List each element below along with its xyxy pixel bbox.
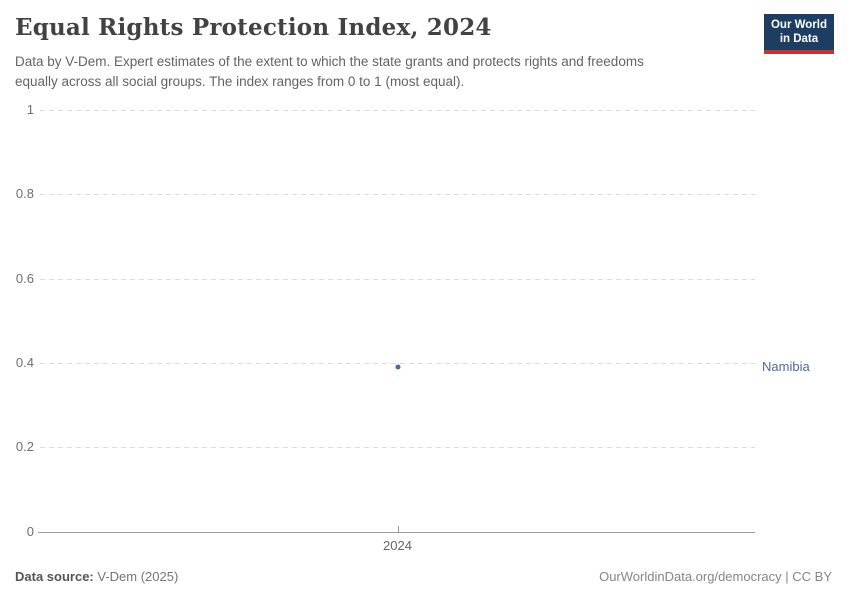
gridline xyxy=(40,362,755,364)
x-axis-baseline xyxy=(38,531,755,533)
license-label: CC BY xyxy=(792,569,832,584)
credit-note: OurWorldinData.org/democracy | CC BY xyxy=(599,569,832,584)
entity-label-namibia[interactable]: Namibia xyxy=(762,359,810,375)
y-axis-tick-label: 0 xyxy=(26,523,34,539)
owid-url-link[interactable]: OurWorldinData.org/democracy xyxy=(599,569,782,584)
chart-subtitle: Data by V-Dem. Expert estimates of the e… xyxy=(15,52,644,91)
gridline xyxy=(40,110,755,111)
data-source-label: Data source: xyxy=(15,569,94,584)
y-axis-tick-label: 0.4 xyxy=(15,354,34,370)
chart-subtitle-line1: Data by V-Dem. Expert estimates of the e… xyxy=(15,54,644,69)
gridline xyxy=(40,447,755,449)
owid-logo-line2: in Data xyxy=(779,32,819,45)
x-axis-tick xyxy=(397,525,399,532)
y-axis-tick-label: 0.6 xyxy=(15,270,34,286)
chart-subtitle-line2: equally across all social groups. The in… xyxy=(15,73,465,89)
y-axis-tick-label: 1 xyxy=(26,102,34,117)
owid-logo-line1: Our World xyxy=(770,19,827,31)
data-point-namibia[interactable] xyxy=(395,364,400,370)
gridline xyxy=(40,278,755,280)
chart-footer: Data source: V-Dem (2025) OurWorldinData… xyxy=(15,569,832,584)
gridline xyxy=(40,194,755,196)
y-axis-tick-label: 0.2 xyxy=(15,439,34,455)
data-source-note: Data source: V-Dem (2025) xyxy=(15,569,178,584)
y-axis-tick-label: 0.8 xyxy=(15,186,34,202)
x-axis-tick-label: 2024 xyxy=(383,538,412,553)
owid-logo[interactable]: Our World in Data xyxy=(763,14,834,54)
credit-separator: | xyxy=(781,569,793,584)
data-source-value: V-Dem (2025) xyxy=(97,569,179,584)
page-title: Equal Rights Protection Index, 2024 xyxy=(15,14,492,41)
